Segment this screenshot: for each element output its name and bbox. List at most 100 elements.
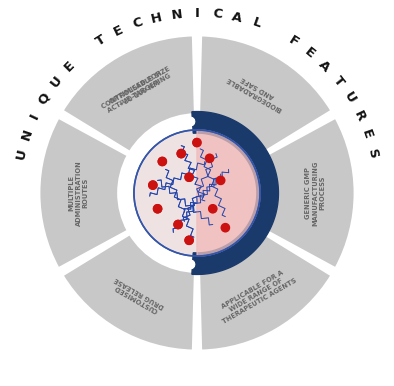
Circle shape: [134, 130, 260, 256]
Circle shape: [154, 205, 162, 213]
Circle shape: [245, 140, 255, 149]
Text: C: C: [212, 7, 223, 22]
Text: BIODEGRADABLE
AND SAFE: BIODEGRADABLE AND SAFE: [225, 69, 287, 112]
Circle shape: [149, 145, 245, 241]
Circle shape: [254, 226, 262, 235]
Circle shape: [173, 257, 182, 266]
Circle shape: [206, 154, 214, 163]
Wedge shape: [39, 118, 128, 268]
Circle shape: [182, 178, 212, 208]
Circle shape: [193, 139, 201, 147]
Wedge shape: [63, 36, 195, 152]
Circle shape: [132, 226, 140, 235]
Circle shape: [139, 237, 149, 246]
Text: N: N: [19, 127, 35, 142]
Circle shape: [167, 164, 227, 222]
Circle shape: [254, 151, 262, 160]
Circle shape: [139, 140, 149, 149]
Circle shape: [264, 189, 273, 197]
Circle shape: [186, 260, 195, 269]
Circle shape: [217, 176, 225, 185]
Circle shape: [260, 163, 268, 171]
Circle shape: [122, 175, 131, 184]
Circle shape: [185, 173, 193, 181]
Circle shape: [236, 131, 245, 140]
Circle shape: [263, 202, 272, 211]
Text: T: T: [94, 33, 108, 49]
Polygon shape: [197, 130, 260, 256]
Circle shape: [158, 157, 166, 166]
Circle shape: [177, 149, 185, 158]
Circle shape: [221, 223, 229, 232]
Text: E: E: [302, 45, 317, 61]
Circle shape: [212, 120, 221, 129]
Polygon shape: [134, 130, 197, 256]
Circle shape: [260, 215, 268, 223]
Circle shape: [149, 181, 157, 189]
Circle shape: [149, 131, 158, 140]
Text: A: A: [231, 10, 243, 25]
Wedge shape: [63, 234, 195, 350]
Circle shape: [158, 157, 166, 166]
Circle shape: [139, 140, 149, 149]
Circle shape: [199, 260, 208, 269]
Circle shape: [126, 215, 134, 223]
Circle shape: [121, 189, 130, 197]
Circle shape: [212, 257, 221, 266]
Circle shape: [132, 226, 140, 235]
Wedge shape: [199, 36, 331, 152]
Circle shape: [164, 159, 230, 227]
Circle shape: [122, 175, 131, 184]
Circle shape: [186, 117, 195, 126]
Circle shape: [254, 151, 262, 160]
Wedge shape: [266, 118, 355, 268]
Circle shape: [159, 155, 235, 231]
Circle shape: [186, 260, 195, 269]
Circle shape: [161, 253, 169, 262]
Text: A: A: [316, 58, 333, 74]
Circle shape: [260, 215, 268, 223]
Circle shape: [170, 166, 224, 220]
Circle shape: [147, 142, 247, 244]
Circle shape: [199, 117, 208, 126]
Circle shape: [149, 246, 158, 255]
Circle shape: [212, 120, 221, 129]
Circle shape: [121, 189, 130, 197]
Circle shape: [245, 140, 255, 149]
Text: N: N: [171, 7, 183, 22]
Polygon shape: [192, 112, 279, 274]
Circle shape: [132, 151, 140, 160]
Circle shape: [263, 175, 272, 184]
Circle shape: [139, 237, 149, 246]
Circle shape: [149, 246, 158, 255]
Circle shape: [126, 163, 134, 171]
Circle shape: [185, 236, 193, 244]
Circle shape: [225, 124, 233, 133]
Text: GENERIC GMP
MANUFACTURING
PROCESS: GENERIC GMP MANUFACTURING PROCESS: [305, 160, 325, 226]
Circle shape: [225, 124, 233, 133]
Circle shape: [136, 132, 258, 254]
Circle shape: [236, 246, 245, 255]
Text: CUSTOMISED
DRUG RELEASE: CUSTOMISED DRUG RELEASE: [110, 276, 165, 315]
Circle shape: [176, 172, 218, 214]
Circle shape: [165, 161, 229, 225]
Circle shape: [154, 205, 162, 213]
Text: S: S: [365, 148, 380, 160]
Text: E: E: [112, 24, 126, 39]
Text: H: H: [150, 10, 164, 25]
Text: E: E: [359, 128, 375, 141]
Circle shape: [157, 153, 237, 233]
Circle shape: [132, 151, 140, 160]
Circle shape: [212, 257, 221, 266]
Circle shape: [236, 246, 245, 255]
Circle shape: [173, 120, 182, 129]
Circle shape: [195, 191, 199, 195]
Circle shape: [153, 149, 241, 237]
Circle shape: [263, 202, 272, 211]
Circle shape: [184, 180, 210, 206]
Circle shape: [217, 176, 225, 185]
Circle shape: [254, 226, 262, 235]
Circle shape: [236, 131, 245, 140]
Text: U: U: [341, 90, 358, 106]
Circle shape: [161, 124, 169, 133]
